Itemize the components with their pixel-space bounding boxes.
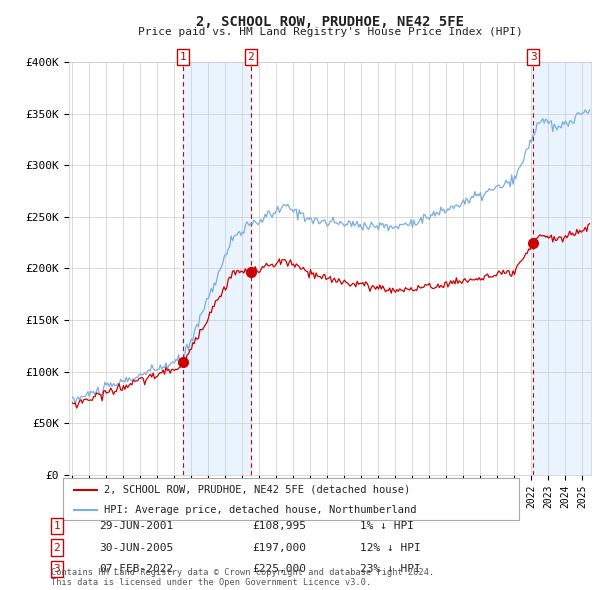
- Text: 23% ↓ HPI: 23% ↓ HPI: [360, 564, 421, 573]
- Text: 30-JUN-2005: 30-JUN-2005: [99, 543, 173, 552]
- Text: 1: 1: [179, 52, 186, 62]
- Text: 1% ↓ HPI: 1% ↓ HPI: [360, 522, 414, 531]
- Text: Price paid vs. HM Land Registry's House Price Index (HPI): Price paid vs. HM Land Registry's House …: [137, 27, 523, 37]
- Text: £225,000: £225,000: [252, 564, 306, 573]
- Text: 07-FEB-2022: 07-FEB-2022: [99, 564, 173, 573]
- Text: 3: 3: [53, 564, 61, 573]
- Text: £108,995: £108,995: [252, 522, 306, 531]
- Text: 2: 2: [53, 543, 61, 552]
- Text: Contains HM Land Registry data © Crown copyright and database right 2024.
This d: Contains HM Land Registry data © Crown c…: [51, 568, 434, 587]
- Text: 3: 3: [530, 52, 536, 62]
- Bar: [533, 62, 591, 475]
- Text: 2: 2: [248, 52, 254, 62]
- Bar: [183, 62, 251, 475]
- Text: 29-JUN-2001: 29-JUN-2001: [99, 522, 173, 531]
- Text: 12% ↓ HPI: 12% ↓ HPI: [360, 543, 421, 552]
- Text: 1: 1: [53, 522, 61, 531]
- Text: 2, SCHOOL ROW, PRUDHOE, NE42 5FE: 2, SCHOOL ROW, PRUDHOE, NE42 5FE: [196, 15, 464, 29]
- Text: 2, SCHOOL ROW, PRUDHOE, NE42 5FE (detached house): 2, SCHOOL ROW, PRUDHOE, NE42 5FE (detach…: [104, 485, 410, 495]
- Text: £197,000: £197,000: [252, 543, 306, 552]
- Text: HPI: Average price, detached house, Northumberland: HPI: Average price, detached house, Nort…: [104, 505, 416, 514]
